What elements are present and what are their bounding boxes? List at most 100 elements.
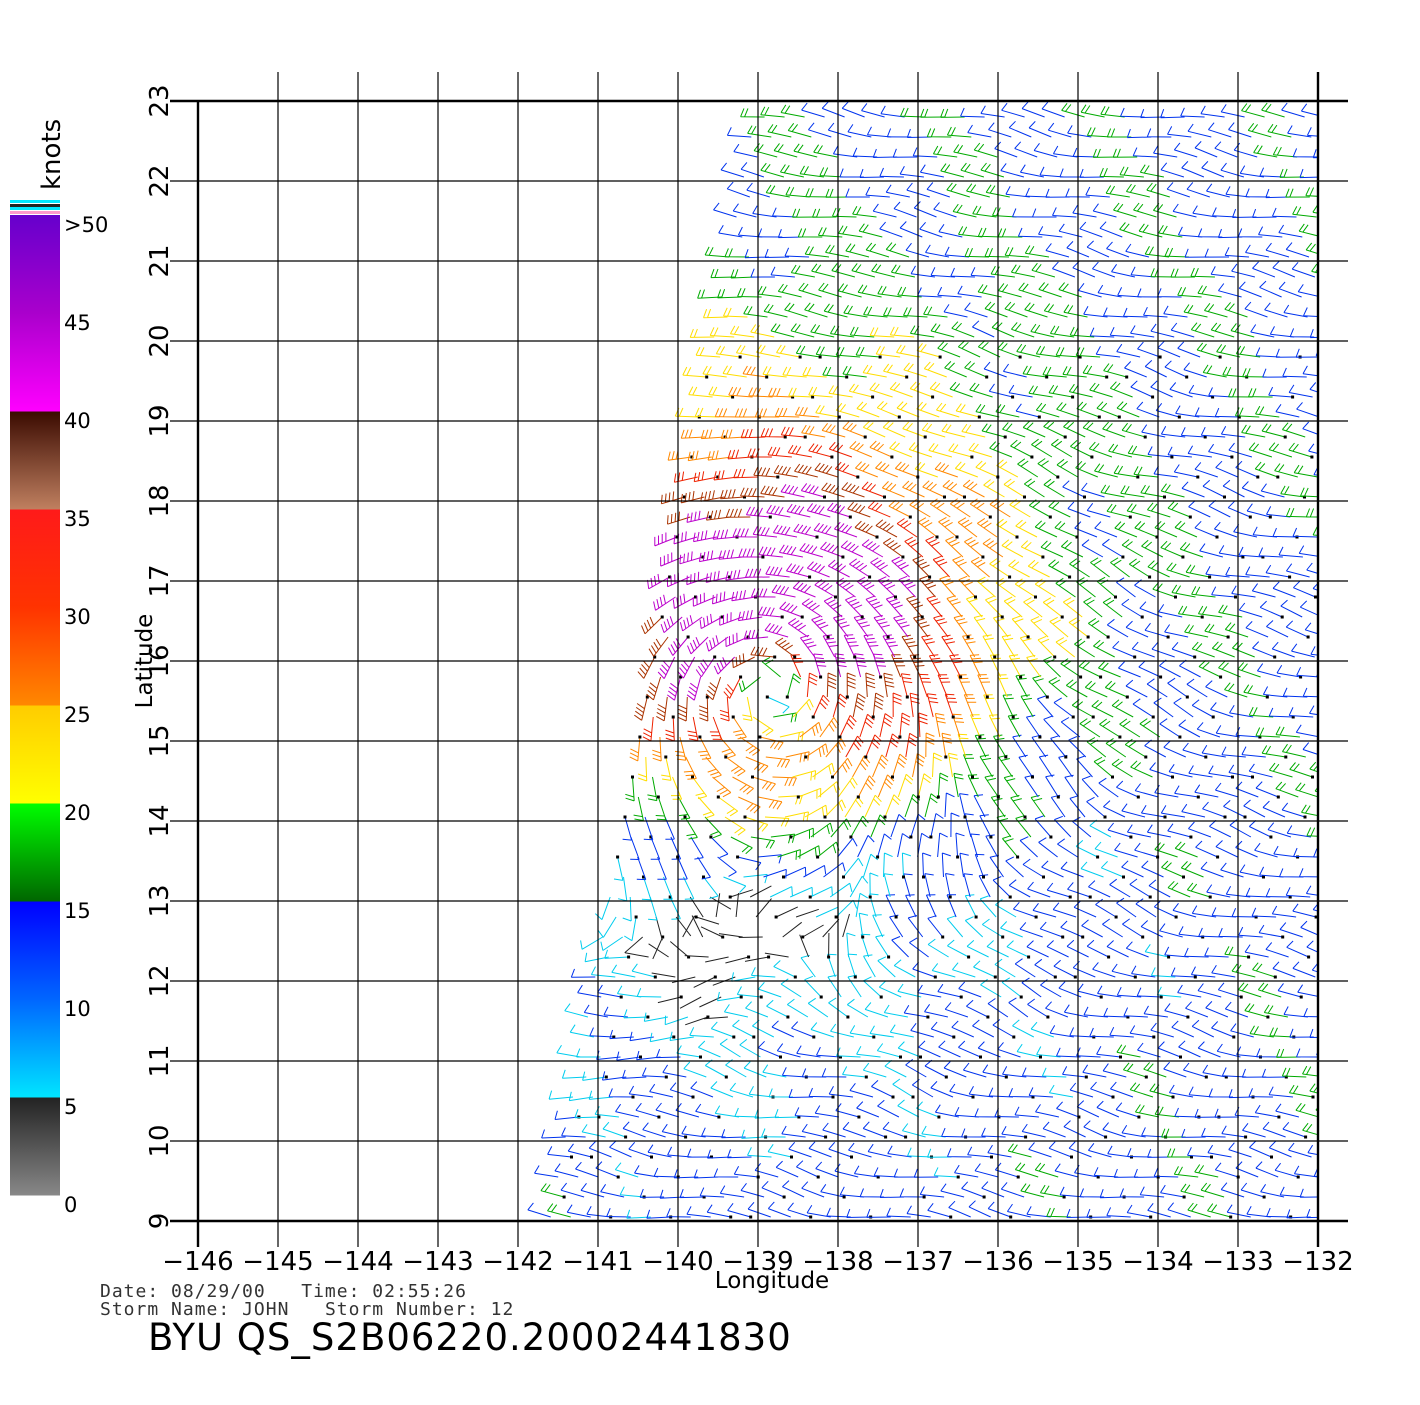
- colorbar-tick-label: 10: [64, 997, 91, 1021]
- latitude-tick-label: 18: [145, 484, 175, 517]
- wind-barb: [811, 694, 830, 719]
- wind-barb: [905, 1059, 927, 1078]
- wind-barb: [901, 634, 918, 659]
- wind-barb: [1245, 566, 1270, 578]
- wind-barb: [1121, 860, 1144, 878]
- wind-barb: [1009, 498, 1031, 518]
- wind-barb: [828, 1141, 853, 1159]
- colorbar-tick-label: 30: [64, 605, 91, 629]
- wind-barb: [885, 894, 898, 919]
- wind-barb: [932, 752, 943, 778]
- wind-barb: [910, 1023, 934, 1038]
- wind-barb: [725, 1059, 747, 1078]
- wind-barb: [925, 732, 935, 758]
- wind-barb: [1043, 303, 1068, 318]
- wind-barb: [950, 267, 975, 278]
- wind-barb: [849, 441, 873, 458]
- wind-barb: [831, 757, 853, 779]
- wind-barb: [842, 913, 850, 938]
- wind-barb: [1045, 1001, 1069, 1018]
- wind-barb: [1123, 1007, 1148, 1018]
- wind-barb: [989, 558, 1012, 579]
- wind-barb: [816, 1046, 842, 1059]
- wind-barb: [1224, 302, 1248, 318]
- wind-barb: [904, 536, 924, 558]
- wind-barb: [933, 614, 949, 638]
- wind-barb: [929, 381, 953, 398]
- wind-barb: [554, 1163, 579, 1178]
- wind-barb: [1130, 380, 1155, 399]
- wind-barb: [1265, 242, 1290, 258]
- wind-barb: [1035, 1104, 1060, 1118]
- wind-barb: [1007, 1143, 1032, 1158]
- wind-barb: [1150, 323, 1175, 338]
- wind-barb: [960, 107, 985, 118]
- wind-barb: [1014, 958, 1036, 978]
- wind-barb: [1120, 485, 1145, 498]
- wind-barb: [959, 793, 969, 819]
- wind-barb: [953, 144, 978, 158]
- wind-barb: [670, 776, 683, 800]
- wind-barb: [1006, 1203, 1031, 1218]
- wind-barb: [602, 1121, 628, 1139]
- wind-barb: [1210, 702, 1234, 718]
- wind-barb: [1306, 127, 1318, 137]
- wind-barb: [1060, 861, 1084, 878]
- wind-barb: [942, 479, 966, 499]
- wind-barb: [893, 959, 916, 978]
- wind-barb: [1320, 1189, 1344, 1198]
- wind-barb: [863, 634, 879, 658]
- wind-barb: [1272, 581, 1296, 598]
- wind-barb: [1265, 888, 1292, 899]
- wind-barb: [1324, 364, 1347, 377]
- wind-barb: [889, 326, 915, 338]
- wind-barb: [1265, 564, 1292, 579]
- wind-barb: [712, 591, 736, 605]
- wind-barb: [865, 672, 876, 698]
- wind-barb: [1082, 420, 1106, 438]
- wind-barb: [858, 912, 869, 939]
- wind-barb: [1034, 815, 1053, 839]
- wind-barb: [705, 676, 722, 701]
- wind-barb: [897, 833, 911, 858]
- wind-barb: [1069, 558, 1090, 578]
- wind-barb: [898, 575, 916, 598]
- wind-barb: [1298, 545, 1318, 557]
- wind-barb: [838, 225, 863, 238]
- wind-barb: [804, 804, 828, 818]
- wind-barb: [669, 941, 691, 959]
- wind-barb: [762, 366, 787, 378]
- wind-barb: [1150, 1022, 1174, 1038]
- wind-barb: [989, 854, 1004, 878]
- wind-barb: [1095, 346, 1121, 358]
- wind-barb: [799, 934, 810, 958]
- wind-barb: [1264, 302, 1288, 318]
- wind-barb: [1312, 903, 1318, 912]
- wind-barb: [904, 794, 921, 818]
- wind-barb: [1303, 307, 1318, 317]
- wind-barb: [740, 1182, 765, 1198]
- wind-barb: [952, 555, 970, 578]
- wind-barb: [1216, 344, 1241, 358]
- wind-barb: [1050, 735, 1068, 759]
- wind-barb: [1159, 718, 1182, 739]
- wind-barb: [766, 504, 791, 518]
- wind-barb: [1000, 1182, 1025, 1198]
- wind-barb: [837, 283, 862, 298]
- wind-barb: [974, 1163, 999, 1178]
- wind-barb: [1181, 1128, 1206, 1138]
- wind-barb: [1063, 1120, 1086, 1138]
- wind-barb: [927, 915, 945, 939]
- wind-barb: [856, 82, 878, 97]
- wind-barb: [1228, 442, 1253, 458]
- wind-barb: [779, 601, 804, 619]
- wind-barb: [883, 873, 894, 898]
- wind-barb: [1195, 89, 1219, 97]
- wind-barb: [864, 1002, 889, 1018]
- wind-barb: [1229, 819, 1252, 838]
- wind-barb: [706, 1204, 733, 1219]
- wind-barb: [823, 799, 846, 819]
- wind-barb: [1016, 1043, 1042, 1059]
- wind-barb: [1292, 206, 1317, 218]
